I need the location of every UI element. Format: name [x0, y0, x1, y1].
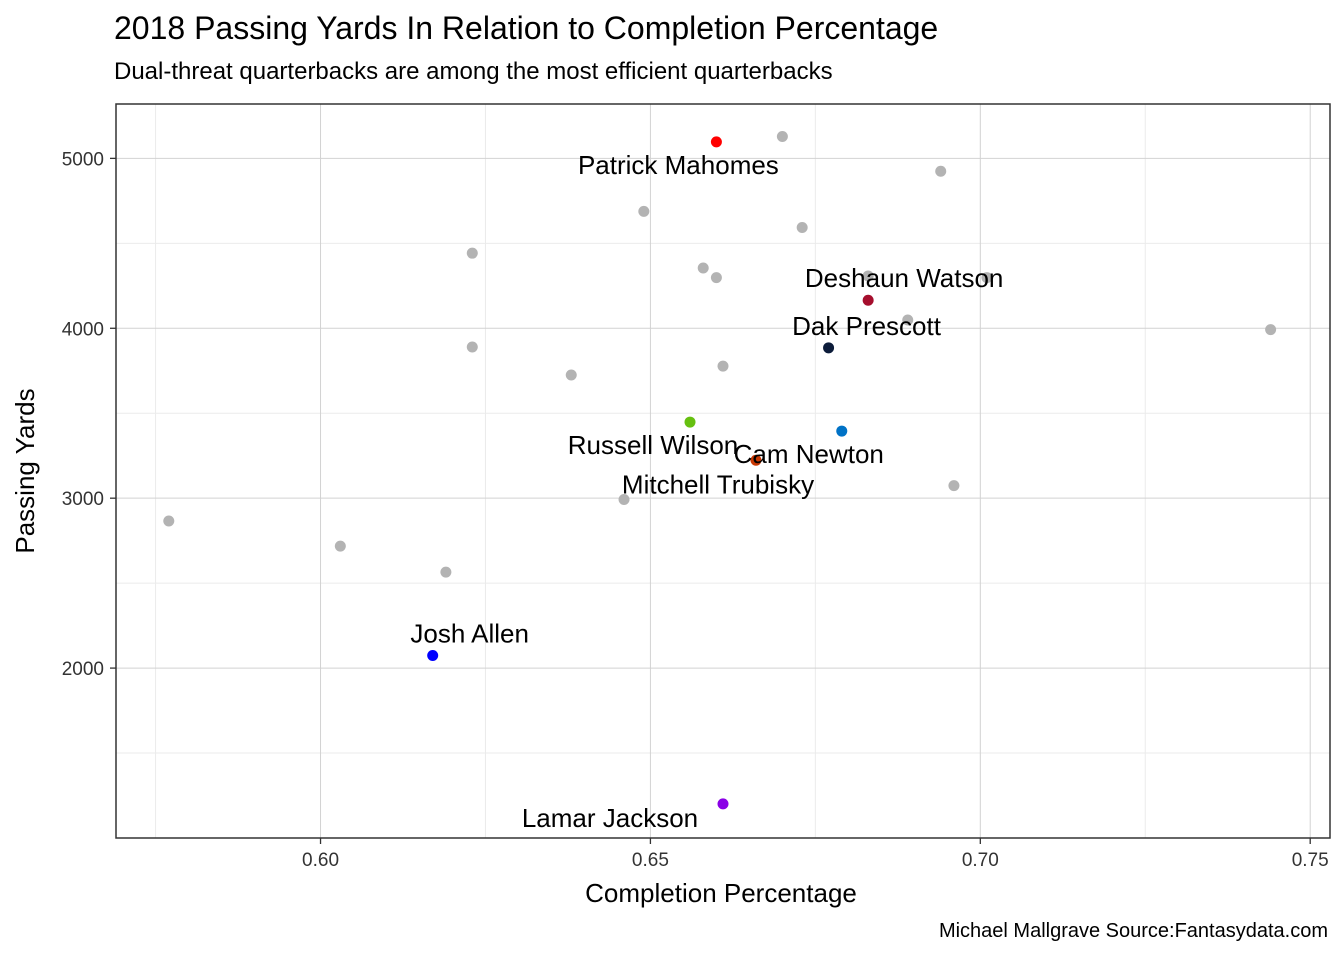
qb-point — [565, 369, 577, 381]
qb-point — [935, 165, 947, 177]
plot-panel-border — [115, 103, 1331, 839]
axis-ticks: 0.60 0.65 0.70 0.75 2000 3000 4000 5000 — [62, 149, 1329, 871]
qb-point — [466, 247, 478, 259]
x-tick-label: 0.65 — [632, 850, 669, 871]
chart-caption: Michael Mallgrave Source:Fantasydata.com — [938, 920, 1328, 942]
y-tick-label: 2000 — [62, 659, 104, 680]
highlighted-qb-point — [750, 454, 762, 466]
x-tick-label: 0.60 — [302, 850, 339, 871]
highlighted-qb-point — [427, 650, 439, 662]
highlighted-qb-point — [684, 416, 696, 428]
qb-name-label: Lamar Jackson — [522, 803, 698, 833]
qb-point — [948, 480, 960, 492]
y-axis-title: Passing Yards — [10, 388, 40, 553]
qb-point — [466, 341, 478, 353]
qb-name-label: Dak Prescott — [792, 311, 942, 341]
highlighted-qb-point — [836, 425, 848, 437]
grid-lines — [116, 104, 1330, 838]
qb-point — [862, 270, 874, 282]
qb-point — [981, 272, 993, 284]
qb-name-label: Deshaun Watson — [805, 263, 1003, 293]
y-tick-label: 3000 — [62, 489, 104, 510]
x-axis-title: Completion Percentage — [585, 878, 857, 908]
x-tick-label: 0.70 — [962, 850, 999, 871]
point-labels: Patrick Mahomes Deshaun Watson Dak Prescot… — [410, 150, 1003, 833]
highlighted-qb-point — [717, 798, 729, 810]
qb-point — [1265, 324, 1277, 336]
qb-point — [334, 540, 346, 552]
qb-point — [163, 515, 175, 527]
x-tick-label: 0.75 — [1292, 850, 1329, 871]
chart-title: 2018 Passing Yards In Relation to Comple… — [114, 10, 939, 46]
y-tick-label: 4000 — [62, 319, 104, 340]
qb-point — [717, 360, 729, 372]
qb-point — [710, 272, 722, 284]
qb-name-label: Cam Newton — [734, 439, 884, 469]
highlighted-qb-point — [710, 136, 722, 148]
qb-name-label: Patrick Mahomes — [578, 150, 779, 180]
highlighted-qb-point — [823, 342, 835, 354]
qb-point — [697, 262, 709, 274]
qb-name-label: Russell Wilson — [568, 430, 739, 460]
y-tick-label: 5000 — [62, 149, 104, 170]
chart-subtitle: Dual-threat quarterbacks are among the m… — [114, 58, 833, 85]
qb-name-label: Mitchell Trubisky — [622, 469, 814, 499]
qb-point — [796, 222, 808, 234]
qb-point — [440, 566, 452, 578]
qb-point — [638, 205, 650, 217]
qb-point — [618, 494, 630, 506]
highlighted-qb-point — [862, 294, 874, 306]
data-points — [163, 130, 1277, 810]
qb-point — [902, 314, 914, 326]
qb-point — [776, 130, 788, 142]
qb-name-label: Josh Allen — [410, 619, 529, 649]
